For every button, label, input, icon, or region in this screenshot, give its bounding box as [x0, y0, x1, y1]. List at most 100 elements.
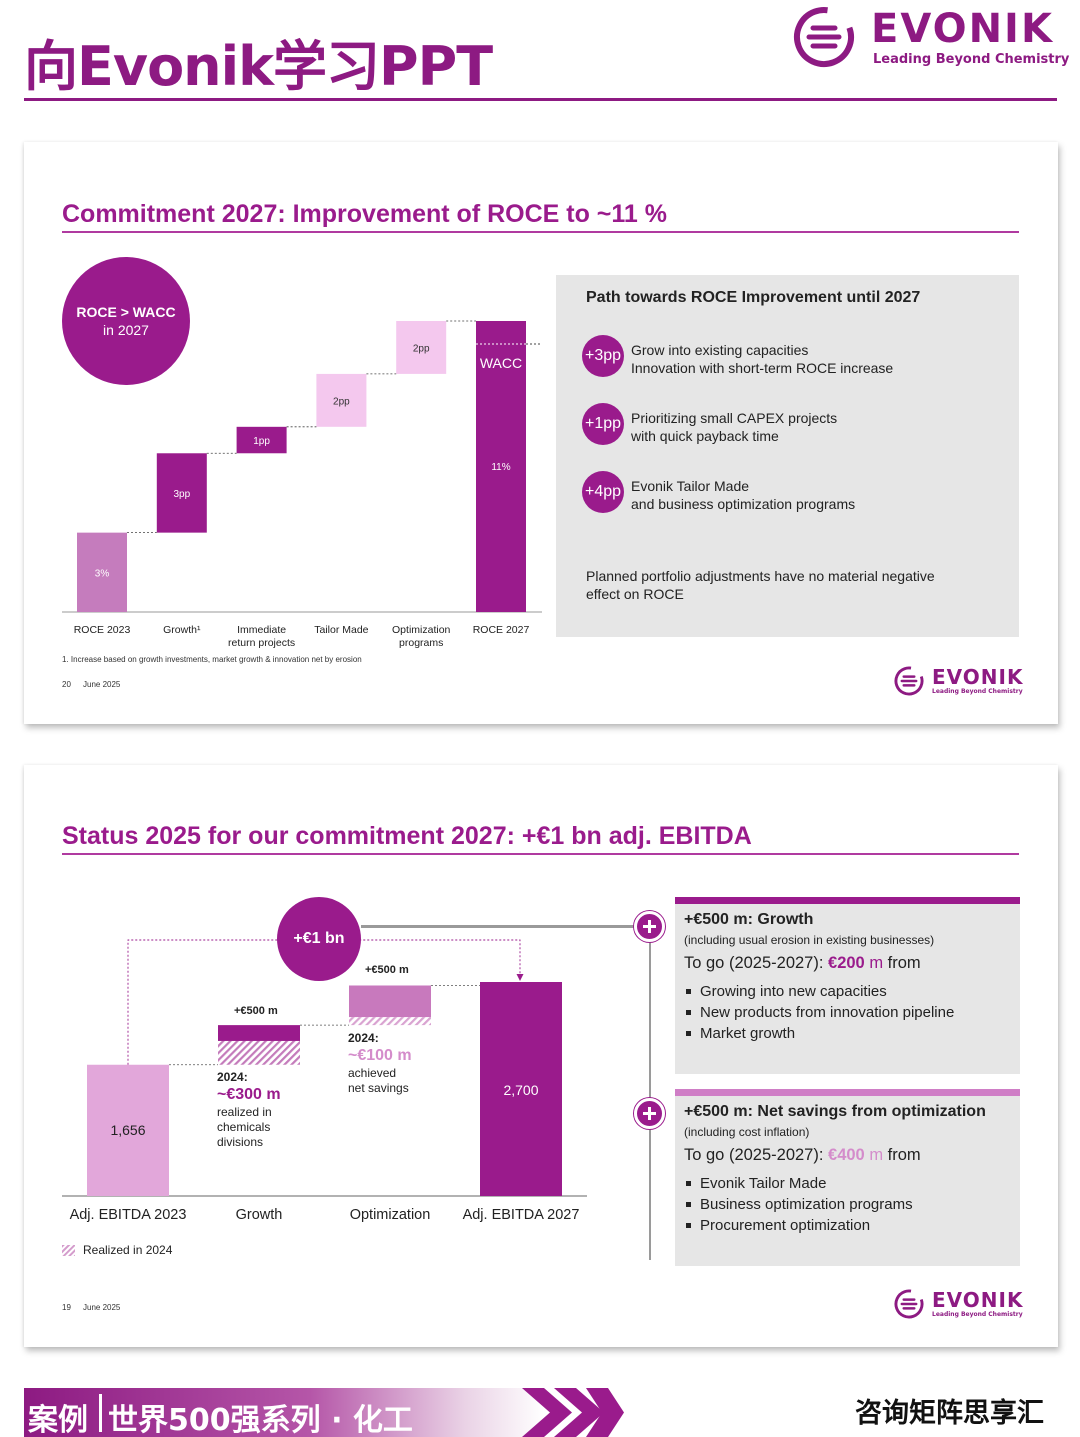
- panel-item-line1: Evonik Tailor Made: [631, 478, 750, 494]
- bar-value-label: 2pp: [413, 343, 430, 354]
- category-label: ROCE 2027: [473, 624, 530, 636]
- slide-title-rule: [62, 853, 1019, 855]
- page-title: 向Evonik学习PPT: [24, 35, 493, 98]
- logo-wordmark: EVONIK: [871, 5, 1054, 52]
- growth-note: 2024: ~€300 m realized in chemicals divi…: [217, 1070, 281, 1150]
- evonik-e-icon: [894, 1289, 924, 1319]
- info-box-togo: To go (2025-2027): €400 m from: [684, 1146, 921, 1165]
- roce-path-panel: Path towards ROCE Improvement until 2027…: [556, 275, 1019, 637]
- panel-note-line2: effect on ROCE: [586, 586, 684, 602]
- bullet-item: Evonik Tailor Made: [684, 1173, 913, 1194]
- panel-heading: Path towards ROCE Improvement until 2027: [586, 289, 921, 306]
- optimization-top-label: +€500 m: [365, 964, 409, 976]
- info-box: +€500 m: Net savings from optimization (i…: [675, 1089, 1020, 1266]
- logo-wordmark: EVONIK: [932, 1288, 1024, 1312]
- arrow-down-icon: [516, 974, 524, 981]
- slide-ebitda: Status 2025 for our commitment 2027: +€1…: [24, 765, 1058, 1347]
- footnote: 1. Increase based on growth investments,…: [62, 655, 362, 664]
- waterfall-bar: [236, 426, 287, 454]
- category-label: Optimization: [392, 624, 451, 636]
- badge-line2: in 2027: [103, 322, 149, 338]
- slide-title: Status 2025 for our commitment 2027: +€1…: [62, 822, 752, 850]
- category-label: Growth¹: [163, 624, 201, 636]
- waterfall-bar: [476, 321, 526, 612]
- growth-note-line: realized in: [217, 1105, 272, 1119]
- pp-badge: +4pp: [582, 471, 624, 513]
- plus-icon: [634, 1098, 665, 1129]
- growth-note-line: divisions: [217, 1135, 264, 1149]
- banner-tag1: 案例: [28, 1403, 88, 1437]
- optim-note-year: 2024:: [348, 1031, 379, 1045]
- category-label: Tailor Made: [314, 624, 368, 636]
- badge-line1: ROCE > WACC: [76, 304, 176, 320]
- growth-note-line: chemicals: [217, 1120, 271, 1134]
- slide-date: June 2025: [83, 1303, 121, 1312]
- roce-wacc-badge: ROCE > WACC in 2027: [62, 257, 190, 385]
- plus-icon: [634, 911, 665, 942]
- roce-waterfall-chart: 3% ROCE 2023 3pp Growth¹ 1pp Immediate return …: [24, 142, 564, 662]
- timeline-line: [649, 927, 651, 1260]
- togo-unit: m: [864, 954, 884, 972]
- realized-2024-segment: [349, 1017, 431, 1026]
- togo-suffix: from: [883, 1146, 921, 1164]
- realized-2024-segment: [218, 1040, 300, 1065]
- togo-prefix: To go (2025-2027):: [684, 1146, 829, 1164]
- header-divider: [24, 98, 1057, 101]
- waterfall-bar: [77, 532, 127, 612]
- optim-note-amount: ~€100 m: [348, 1047, 412, 1064]
- growth-note-year: 2024:: [217, 1070, 248, 1084]
- info-box: +€500 m: Growth (including usual erosion …: [675, 897, 1020, 1074]
- bullet-item: New products from innovation pipeline: [684, 1002, 954, 1023]
- evonik-logo-slide1: EVONIK Leading Beyond Chemistry: [894, 666, 1023, 696]
- panel-note: Planned portfolio adjustments have no ma…: [586, 567, 935, 603]
- optim-note-line: achieved: [348, 1066, 397, 1080]
- evonik-logo-header: EVONIK Leading Beyond Chemistry: [793, 6, 1069, 68]
- waterfall-bar: [156, 453, 207, 533]
- roce-chart-svg: 3% ROCE 2023 3pp Growth¹ 1pp Immediatereturn …: [62, 320, 542, 649]
- bar-value-label: 3%: [95, 568, 110, 579]
- slide-title: Commitment 2027: Improvement of ROCE to …: [62, 200, 668, 228]
- pp-badge: +3pp: [582, 335, 624, 377]
- logo-wordmark: EVONIK: [932, 665, 1024, 689]
- banner-divider: [99, 1394, 102, 1432]
- hatch-swatch-icon: [62, 1244, 75, 1256]
- info-box-title: +€500 m: Growth: [684, 911, 814, 928]
- evonik-logo-slide2: EVONIK Leading Beyond Chemistry: [894, 1289, 1023, 1319]
- category-label: Optimization: [350, 1207, 431, 1223]
- pp-badge: +1pp: [582, 403, 624, 445]
- panel-item-line1: Grow into existing capacities: [631, 342, 809, 358]
- category-label: Growth: [236, 1207, 283, 1223]
- chevron-icon: [586, 1388, 624, 1437]
- bullet-item: Procurement optimization: [684, 1215, 913, 1236]
- evonik-e-icon: [894, 666, 924, 696]
- panel-item-line1: Prioritizing small CAPEX projects: [631, 410, 838, 426]
- togo-suffix: from: [883, 954, 921, 972]
- logo-tagline: Leading Beyond Chemistry: [873, 51, 1070, 67]
- togo-prefix: To go (2025-2027):: [684, 954, 829, 972]
- waterfall-bar: [87, 1064, 169, 1196]
- waterfall-bar: [396, 321, 447, 374]
- panel-item-line2: with quick payback time: [631, 428, 779, 444]
- slide-date: June 2025: [83, 680, 121, 689]
- waterfall-bar: [218, 1025, 300, 1041]
- waterfall-bar: [480, 982, 562, 1196]
- waterfall-bar: [349, 985, 431, 1018]
- banner-background: [24, 1388, 624, 1437]
- optim-note-line: net savings: [348, 1081, 409, 1095]
- category-label: ROCE 2023: [74, 624, 131, 636]
- bar-value-label: 1pp: [253, 436, 270, 447]
- banner-tag2: 世界500强系列 · 化工: [108, 1403, 413, 1437]
- info-box-title: +€500 m: Net savings from optimization: [684, 1103, 986, 1120]
- bar-value-label: 2pp: [333, 396, 350, 407]
- bar-value-label: 1,656: [110, 1122, 145, 1138]
- slide-title-rule: [62, 231, 1019, 233]
- panel-item-line2: Innovation with short-term ROCE increase: [631, 360, 894, 376]
- togo-unit: m: [864, 1146, 884, 1164]
- info-box-togo: To go (2025-2027): €200 m from: [684, 954, 921, 973]
- wacc-label: WACC: [480, 355, 522, 371]
- logo-tagline: Leading Beyond Chemistry: [932, 688, 1023, 695]
- chevron-icon: [522, 1388, 572, 1437]
- info-box-subtitle: (including cost inflation): [684, 1125, 810, 1139]
- info-box-bullets: Growing into new capacities New products …: [684, 981, 954, 1044]
- info-box-bullets: Evonik Tailor Made Business optimization …: [684, 1173, 913, 1236]
